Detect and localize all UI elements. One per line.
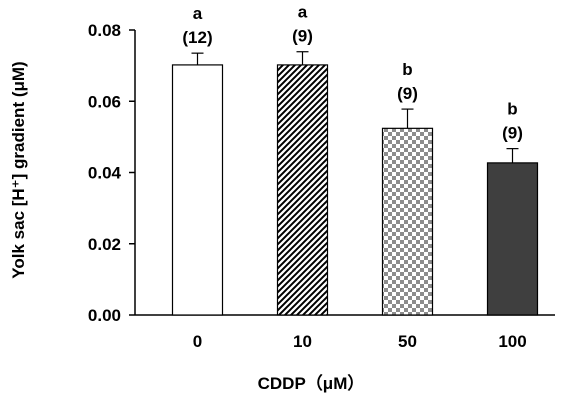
y-tick-label: 0.08 (88, 21, 121, 40)
significance-letter: b (507, 100, 517, 119)
sample-size-label: (9) (502, 124, 523, 143)
y-tick-label: 0.06 (88, 92, 121, 111)
bar (381, 127, 434, 316)
sample-size-label: (9) (292, 27, 313, 46)
y-axis-title: Yolk sac [H⁺] gradient (μM) (9, 61, 28, 278)
y-tick-label: 0.00 (88, 306, 121, 325)
significance-letter: a (298, 3, 308, 22)
y-tick-label: 0.02 (88, 235, 121, 254)
y-tick-label: 0.04 (88, 164, 122, 183)
x-tick-label: 100 (498, 332, 526, 351)
x-tick-label: 0 (193, 332, 202, 351)
significance-letter: a (193, 4, 203, 23)
x-tick-label: 10 (293, 332, 312, 351)
sample-size-label: (12) (182, 28, 212, 47)
bar (276, 64, 329, 316)
x-tick-label: 50 (398, 332, 417, 351)
bar (171, 64, 224, 316)
sample-size-label: (9) (397, 84, 418, 103)
bar (486, 162, 539, 316)
significance-letter: b (402, 60, 412, 79)
x-axis-title: CDDP（μM） (258, 373, 365, 393)
